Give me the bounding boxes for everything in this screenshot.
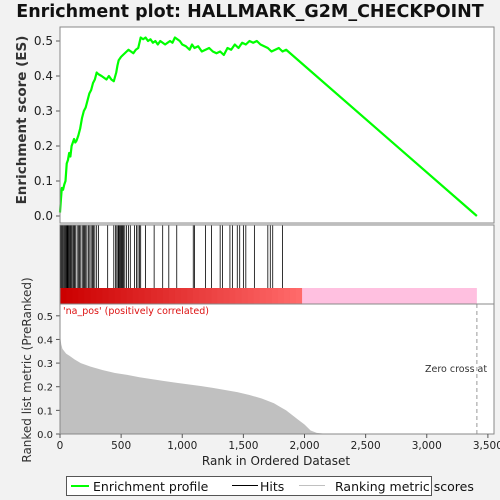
colorbar-segment	[187, 288, 194, 304]
enrichment-profile-line	[58, 36, 478, 217]
colorbar-segment	[296, 288, 303, 304]
metric-y-tick-label: 0.5	[37, 312, 53, 323]
metric-panel: 0.0 0.1 0.2 0.3 0.4 0.5	[37, 303, 495, 441]
es-panel: 0.0 0.1 0.2 0.3 0.4 0.5	[34, 26, 495, 224]
colorbar-segment	[114, 288, 122, 304]
legend: Enrichment profile Hits Ranking metric s…	[66, 476, 474, 496]
x-tick-label: 0	[57, 440, 64, 452]
colorbar-segment	[90, 288, 97, 304]
legend-item-ranking-metric-scores: Ranking metric scores	[335, 479, 474, 494]
es-y-axis-label: Enrichment score (ES)	[14, 36, 30, 205]
legend-swatch-enrichment	[71, 485, 89, 487]
colorbar-segment	[229, 288, 236, 304]
colorbar-segment	[162, 288, 170, 304]
colorbar-segment	[205, 288, 212, 304]
colorbar-segment	[156, 288, 164, 304]
hits-panel	[59, 224, 495, 305]
colorbar-segment	[223, 288, 230, 304]
colorbar-segment	[102, 288, 109, 304]
colorbar-segment	[265, 288, 273, 304]
colorbar-segment	[168, 288, 176, 304]
colorbar-segment	[174, 288, 182, 304]
metric-y-tick-label: 0.2	[37, 383, 53, 394]
es-y-tick-label: 0.2	[34, 139, 53, 153]
zero-cross-label: Zero cross at	[425, 364, 487, 375]
x-tick-label: 2,000	[289, 440, 319, 452]
colorbar-segment	[60, 288, 67, 304]
legend-swatch-ranking-metric	[299, 485, 325, 486]
metric-y-tick-label: 0.4	[37, 335, 53, 346]
metric-y-axis-label: Ranked list metric (PreRanked)	[20, 277, 34, 462]
metric-y-tick-label: 0.3	[37, 359, 53, 370]
legend-item-enrichment-profile: Enrichment profile	[93, 479, 209, 494]
es-y-tick-label: 0.5	[34, 34, 53, 48]
x-tick-label: 2,500	[351, 440, 381, 452]
colorbar-segment	[150, 288, 158, 304]
colorbar-segment	[253, 288, 261, 304]
colorbar-segment	[247, 288, 255, 304]
legend-swatch-hits	[232, 485, 258, 486]
es-plot-area	[60, 27, 494, 223]
chart-title: Enrichment plot: HALLMARK_G2M_CHECKPOINT	[16, 2, 484, 22]
colorbar-segment	[283, 288, 291, 304]
colorbar-segment	[126, 288, 134, 304]
colorbar-segment	[132, 288, 140, 304]
es-y-tick-label: 0.1	[34, 174, 53, 188]
x-tick-label: 3,500	[473, 440, 500, 452]
es-y-tick-label: 0.4	[34, 69, 53, 83]
colorbar-segment	[96, 288, 103, 304]
es-y-tick-label: 0.3	[34, 104, 53, 118]
x-tick-label: 1,000	[167, 440, 197, 452]
colorbar-segment	[193, 288, 200, 304]
x-axis: 0 500 1,000 1,500 2,000 2,500 3,000 3,500	[57, 434, 500, 452]
es-y-tick-label: 0.0	[34, 209, 53, 223]
x-axis-label: Rank in Ordered Dataset	[202, 454, 350, 468]
x-tick-label: 3,000	[412, 440, 442, 452]
x-tick-label: 1,500	[228, 440, 258, 452]
ranking-metric-area	[60, 334, 477, 434]
colorbar-segment	[144, 288, 152, 304]
colorbar-segment	[211, 288, 218, 304]
colorbar-segment	[78, 288, 85, 304]
es-plot-border	[59, 26, 495, 224]
x-tick-label: 500	[111, 440, 131, 452]
colorbar-segment	[181, 288, 188, 304]
legend-item-hits: Hits	[260, 479, 285, 494]
positive-correlation-label: 'na_pos' (positively correlated)	[63, 306, 209, 317]
metric-plot-border	[59, 303, 495, 435]
colorbar-segment	[217, 288, 224, 304]
colorbar-segment	[108, 288, 115, 304]
metric-y-tick-label: 0.1	[37, 406, 53, 417]
colorbar-segment	[84, 288, 91, 304]
colorbar-segment	[259, 288, 267, 304]
colorbar-segment	[277, 288, 285, 304]
colorbar-segment	[199, 288, 206, 304]
colorbar-segment	[289, 288, 297, 304]
colorbar-segment	[235, 288, 243, 304]
colorbar-segment	[241, 288, 249, 304]
colorbar-segment	[66, 288, 73, 304]
colorbar-segment	[120, 288, 128, 304]
metric-y-tick-label: 0.0	[37, 430, 53, 441]
colorbar-segment-negative	[302, 288, 477, 304]
colorbar-segment	[72, 288, 79, 304]
colorbar-segment	[138, 288, 146, 304]
colorbar-segment	[271, 288, 279, 304]
